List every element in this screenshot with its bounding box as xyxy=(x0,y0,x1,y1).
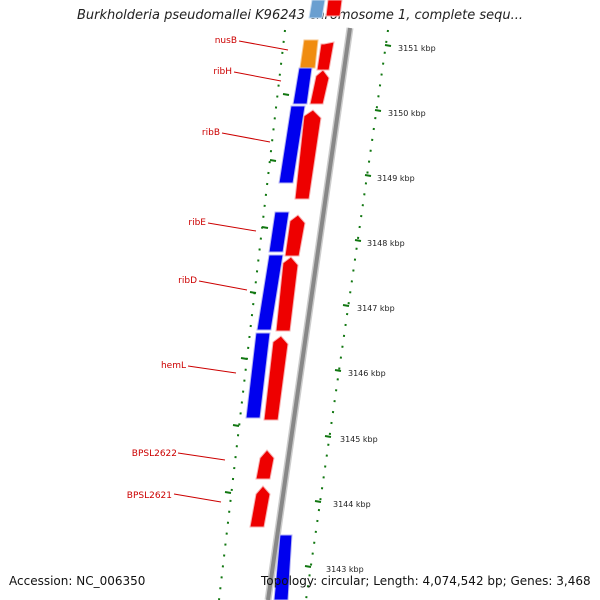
scale-label-3143: 3143 kbp xyxy=(326,565,364,574)
red-feature-BPSL2622 xyxy=(255,449,275,480)
gene-labels: nusB ribH ribB ribE ribD hemL BPSL2622 B… xyxy=(127,36,237,501)
gene-ribB-reverse xyxy=(278,105,306,184)
gene-label-ribB: ribB xyxy=(202,128,220,138)
gene-hemL-reverse xyxy=(245,332,271,419)
reverse-strand-features xyxy=(245,0,326,600)
gene-label-ribH: ribH xyxy=(213,67,232,77)
gene-ribE-reverse xyxy=(268,211,290,253)
light-blue-feature xyxy=(308,0,326,19)
accession-text: Accession: NC_006350 xyxy=(9,574,146,588)
map-title: Burkholderia pseudomallei K96243 chromos… xyxy=(76,8,524,23)
red-feature-hemL xyxy=(263,335,289,421)
gene-ribD-reverse xyxy=(256,254,284,331)
scale-labels: 3151 kbp 3150 kbp 3149 kbp 3148 kbp 3147… xyxy=(326,44,436,574)
gene-label-ribE: ribE xyxy=(188,218,206,228)
scale-label-3146: 3146 kbp xyxy=(348,369,386,378)
scale-label-3151: 3151 kbp xyxy=(398,44,436,53)
scale-label-3147: 3147 kbp xyxy=(357,304,395,313)
orange-feature xyxy=(299,39,319,69)
bottom-blue-feature xyxy=(273,534,293,600)
inner-dotted-track xyxy=(218,29,286,600)
scale-label-3144: 3144 kbp xyxy=(333,500,371,509)
red-feature-ribH xyxy=(309,69,330,105)
scale-label-3149: 3149 kbp xyxy=(377,174,415,183)
red-feature-ribB xyxy=(294,109,322,200)
scale-label-3145: 3145 kbp xyxy=(340,435,378,444)
red-feature-BPSL2621 xyxy=(249,485,271,528)
scale-tick-marks xyxy=(304,44,392,568)
gene-label-BPSL2622: BPSL2622 xyxy=(132,449,177,459)
red-feature-ribD xyxy=(275,256,299,332)
outer-dotted-track xyxy=(305,29,389,600)
gene-ribH-reverse xyxy=(292,67,313,105)
forward-strand-features xyxy=(249,0,343,528)
gene-label-hemL: hemL xyxy=(161,361,186,371)
red-feature-top xyxy=(325,0,343,17)
red-feature-nusB xyxy=(316,41,335,71)
inner-tick-marks xyxy=(224,93,290,494)
scale-label-3148: 3148 kbp xyxy=(367,239,405,248)
gene-label-nusB: nusB xyxy=(215,36,237,46)
backbone xyxy=(266,27,352,600)
gene-label-ribD: ribD xyxy=(178,276,197,286)
red-feature-ribE xyxy=(284,214,306,257)
label-leader-lines xyxy=(173,40,289,503)
topology-text: Topology: circular; Length: 4,074,542 bp… xyxy=(261,574,591,588)
gene-label-BPSL2621: BPSL2621 xyxy=(127,491,172,501)
scale-label-3150: 3150 kbp xyxy=(388,109,426,118)
